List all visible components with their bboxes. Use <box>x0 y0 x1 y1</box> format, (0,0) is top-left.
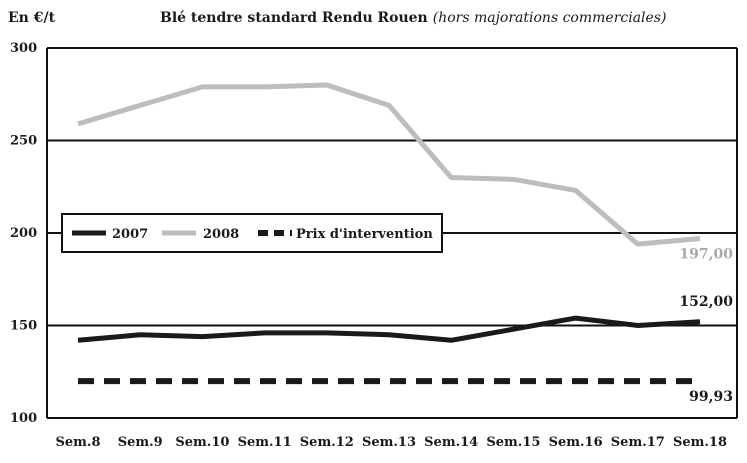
legend-label-series-prix-intervention: Prix d'intervention <box>296 227 433 242</box>
x-tick-label: Sem.11 <box>238 435 292 450</box>
end-label-series-2008: 197,00 <box>679 247 733 263</box>
legend-label-series-2007: 2007 <box>112 227 148 242</box>
y-tick-label: 200 <box>10 226 37 241</box>
label-layer: 152,00 197,00 99,93 <box>679 247 733 406</box>
x-tick-label: Sem.14 <box>424 435 478 450</box>
y-tick-label: 300 <box>10 41 37 56</box>
legend-box <box>61 213 443 253</box>
x-tick-label: Sem.10 <box>175 435 229 450</box>
line-series-2007 <box>77 315 701 343</box>
x-tick-label: Sem.9 <box>118 435 163 450</box>
chart-subtitle: (hors majorations commerciales) <box>433 10 667 26</box>
series-layer <box>77 82 701 385</box>
y-tick-label: 100 <box>10 411 37 426</box>
y-tick-label: 150 <box>10 319 37 334</box>
x-tick-label: Sem.18 <box>673 435 727 450</box>
y-tick-label: 250 <box>10 134 37 149</box>
axis-layer: 100 150 200 250 300 Sem.8 Sem.9 Sem.10 Sem.11 Sem… <box>10 41 738 450</box>
x-tick-label: Sem.15 <box>486 435 540 450</box>
x-tick-label: Sem.16 <box>549 435 603 450</box>
chart-title-main: Blé tendre standard Rendu Rouen <box>160 10 428 26</box>
x-tick-label: Sem.8 <box>56 435 101 450</box>
legend-label-series-2008: 2008 <box>203 227 239 242</box>
chart-title: Blé tendre standard Rendu Rouen (hors maj… <box>160 10 666 26</box>
x-tick-label: Sem.17 <box>611 435 665 450</box>
unit-label: En €/t <box>8 10 56 26</box>
end-label-series-prix-intervention: 99,93 <box>689 389 733 405</box>
x-tick-label: Sem.13 <box>362 435 416 450</box>
x-tick-label: Sem.12 <box>300 435 354 450</box>
legend: 2007 2008 Prix d'intervention <box>61 213 443 253</box>
end-label-series-2007: 152,00 <box>679 294 733 310</box>
